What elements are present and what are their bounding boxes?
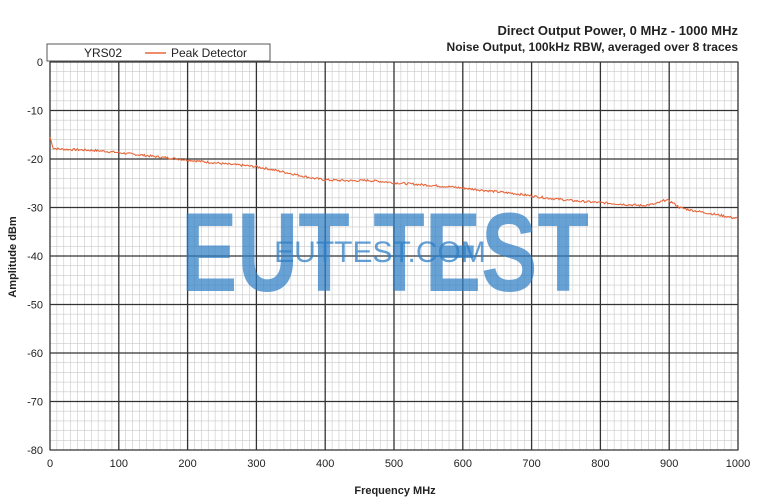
x-tick-label: 400 — [316, 458, 334, 470]
y-tick-label: -80 — [27, 445, 43, 457]
series-layer — [49, 137, 739, 220]
x-tick-label: 700 — [522, 458, 540, 470]
y-tick-label: -20 — [27, 154, 43, 166]
x-tick-label: 1000 — [726, 458, 750, 470]
y-tick-label: -10 — [27, 106, 43, 118]
plot-border — [49, 61, 739, 451]
y-tick-label: -50 — [27, 300, 43, 312]
y-tick-labels: 0 -10 -20 -30 -40 -50 -60 -70 -80 — [27, 57, 43, 457]
x-tick-label: 0 — [47, 458, 53, 470]
x-axis-label: Frequency MHz — [354, 485, 436, 497]
x-tick-label: 900 — [660, 458, 678, 470]
x-tick-label: 600 — [454, 458, 472, 470]
y-tick-label: -60 — [27, 348, 43, 360]
x-tick-labels: 0 100 200 300 400 500 600 700 800 900 1000 — [47, 458, 750, 470]
y-tick-label: -70 — [27, 397, 43, 409]
watermark-url: EUTTEST.COM — [274, 236, 486, 269]
series-line-peak-detector — [49, 137, 739, 220]
y-tick-label: -40 — [27, 251, 43, 263]
y-axis-label: Amplitude dBm — [7, 216, 19, 297]
legend: YRS02 Peak Detector — [46, 43, 271, 62]
watermark-logo-text: EUT TEST — [181, 190, 589, 315]
chart-subtitle: Noise Output, 100kHz RBW, averaged over … — [447, 40, 739, 54]
x-tick-label: 200 — [178, 458, 196, 470]
y-tick-label: -30 — [27, 203, 43, 215]
y-tick-label: 0 — [37, 57, 43, 69]
x-tick-label: 100 — [110, 458, 128, 470]
chart-title: Direct Output Power, 0 MHz - 1000 MHz — [497, 23, 738, 38]
x-tick-label: 500 — [385, 458, 403, 470]
legend-item-peak-detector: Peak Detector — [171, 46, 247, 60]
legend-item-yrs02: YRS02 — [84, 46, 122, 60]
x-tick-label: 800 — [591, 458, 609, 470]
x-tick-label: 300 — [247, 458, 265, 470]
